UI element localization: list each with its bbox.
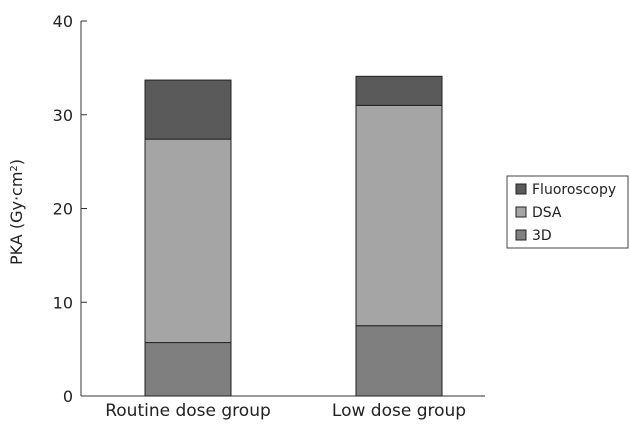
y-axis: 0 10 20 30 40 [53, 12, 87, 406]
bar-segment-dsa-0 [144, 138, 232, 344]
y-axis-title: PKA (Gy·cm2) [7, 159, 26, 265]
bar-segment-fluoroscopy-1 [355, 75, 443, 106]
y-tick-label-30: 30 [53, 106, 73, 125]
bar-segment-3d-1 [355, 325, 443, 397]
y-tick-label-0: 0 [63, 387, 73, 406]
legend-label-fluoroscopy: Fluoroscopy [532, 182, 616, 198]
bar-stack-1 [355, 75, 443, 397]
x-category-label-0: Routine dose group [105, 401, 271, 421]
bar-stack-0 [144, 79, 232, 397]
bar-segment-3d-0 [144, 342, 232, 397]
x-category-label-1: Low dose group [332, 401, 466, 421]
legend-swatch-3d [515, 229, 527, 241]
x-axis: Routine dose group Low dose group [81, 395, 485, 421]
y-tick-label-10: 10 [53, 293, 73, 312]
legend-swatch-fluoroscopy [515, 183, 527, 195]
legend-label-dsa: DSA [532, 205, 562, 221]
legend: Fluoroscopy DSA 3D [506, 175, 629, 249]
legend-label-3d: 3D [532, 228, 552, 244]
bar-segment-fluoroscopy-0 [144, 79, 232, 140]
bar-segment-dsa-1 [355, 104, 443, 327]
legend-box [506, 175, 629, 249]
legend-swatch-dsa [515, 206, 527, 218]
y-tick-label-20: 20 [53, 200, 73, 219]
y-tick-label-40: 40 [53, 12, 73, 31]
bars [144, 75, 443, 397]
